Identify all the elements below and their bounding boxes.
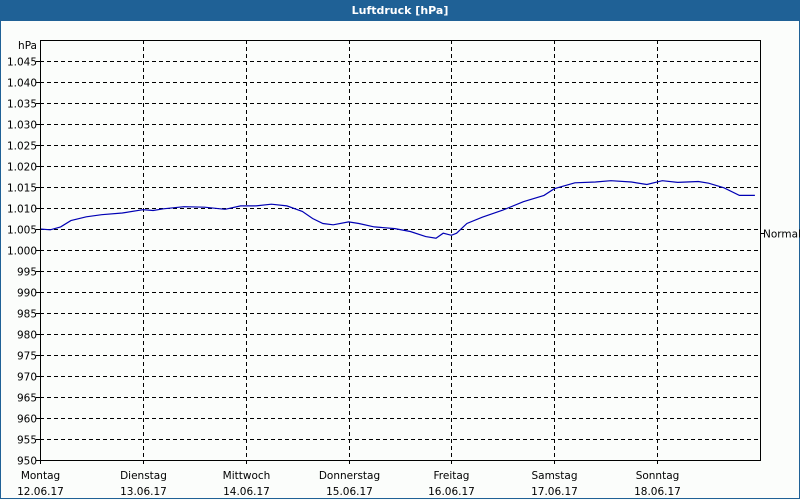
x-day-label: Montag — [21, 470, 60, 482]
y-tick-label: 950 — [17, 456, 37, 468]
normal-reference: Normal — [760, 229, 800, 241]
x-day-label: Samstag — [531, 470, 577, 482]
y-tick-label: 960 — [17, 414, 37, 426]
y-tick-label: 1.020 — [7, 162, 37, 174]
y-tick-label: 970 — [17, 372, 37, 384]
x-date-label: 12.06.17 — [17, 486, 64, 498]
x-date-label: 15.06.17 — [326, 486, 373, 498]
y-tick-label: 1.045 — [7, 57, 37, 69]
y-tick-label: 1.010 — [7, 204, 37, 216]
x-day-label: Donnerstag — [319, 470, 380, 482]
x-date-label: 14.06.17 — [223, 486, 270, 498]
y-tick-label: 965 — [17, 393, 37, 405]
y-tick-label: 1.000 — [7, 246, 37, 258]
y-tick-label: 1.030 — [7, 120, 37, 132]
y-axis-unit: hPa — [18, 40, 37, 52]
x-date-label: 17.06.17 — [531, 486, 578, 498]
y-axis: 950 955 960 965 970 975 980 985 990 995 1.000 1.005… — [7, 40, 40, 468]
window-title: Luftdruck [hPa] — [0, 0, 800, 21]
x-date-label: 16.06.17 — [428, 486, 475, 498]
y-tick-label: 990 — [17, 288, 37, 300]
grid-lines — [40, 40, 760, 460]
y-tick-label: 1.035 — [7, 99, 37, 111]
y-tick-label: 980 — [17, 330, 37, 342]
y-tick-label: 1.040 — [7, 78, 37, 90]
x-date-label: 18.06.17 — [634, 486, 681, 498]
normal-label: Normal — [763, 229, 800, 241]
x-date-label: 13.06.17 — [120, 486, 167, 498]
y-tick-label: 995 — [17, 267, 37, 279]
y-tick-label: 1.005 — [7, 225, 37, 237]
y-tick-label: 1.015 — [7, 183, 37, 195]
y-tick-label: 975 — [17, 351, 37, 363]
x-day-label: Sonntag — [636, 470, 680, 482]
plot-frame — [40, 40, 761, 461]
pressure-line — [39, 180, 755, 239]
x-day-label: Freitag — [434, 470, 470, 482]
y-tick-label: 955 — [17, 435, 37, 447]
x-day-label: Mittwoch — [223, 470, 271, 482]
x-day-label: Dienstag — [120, 470, 167, 482]
x-axis: Montag 12.06.17 Dienstag 13.06.17 Mittwoch 14… — [17, 460, 681, 498]
y-tick-label: 985 — [17, 309, 37, 321]
y-tick-label: 1.025 — [7, 141, 37, 153]
